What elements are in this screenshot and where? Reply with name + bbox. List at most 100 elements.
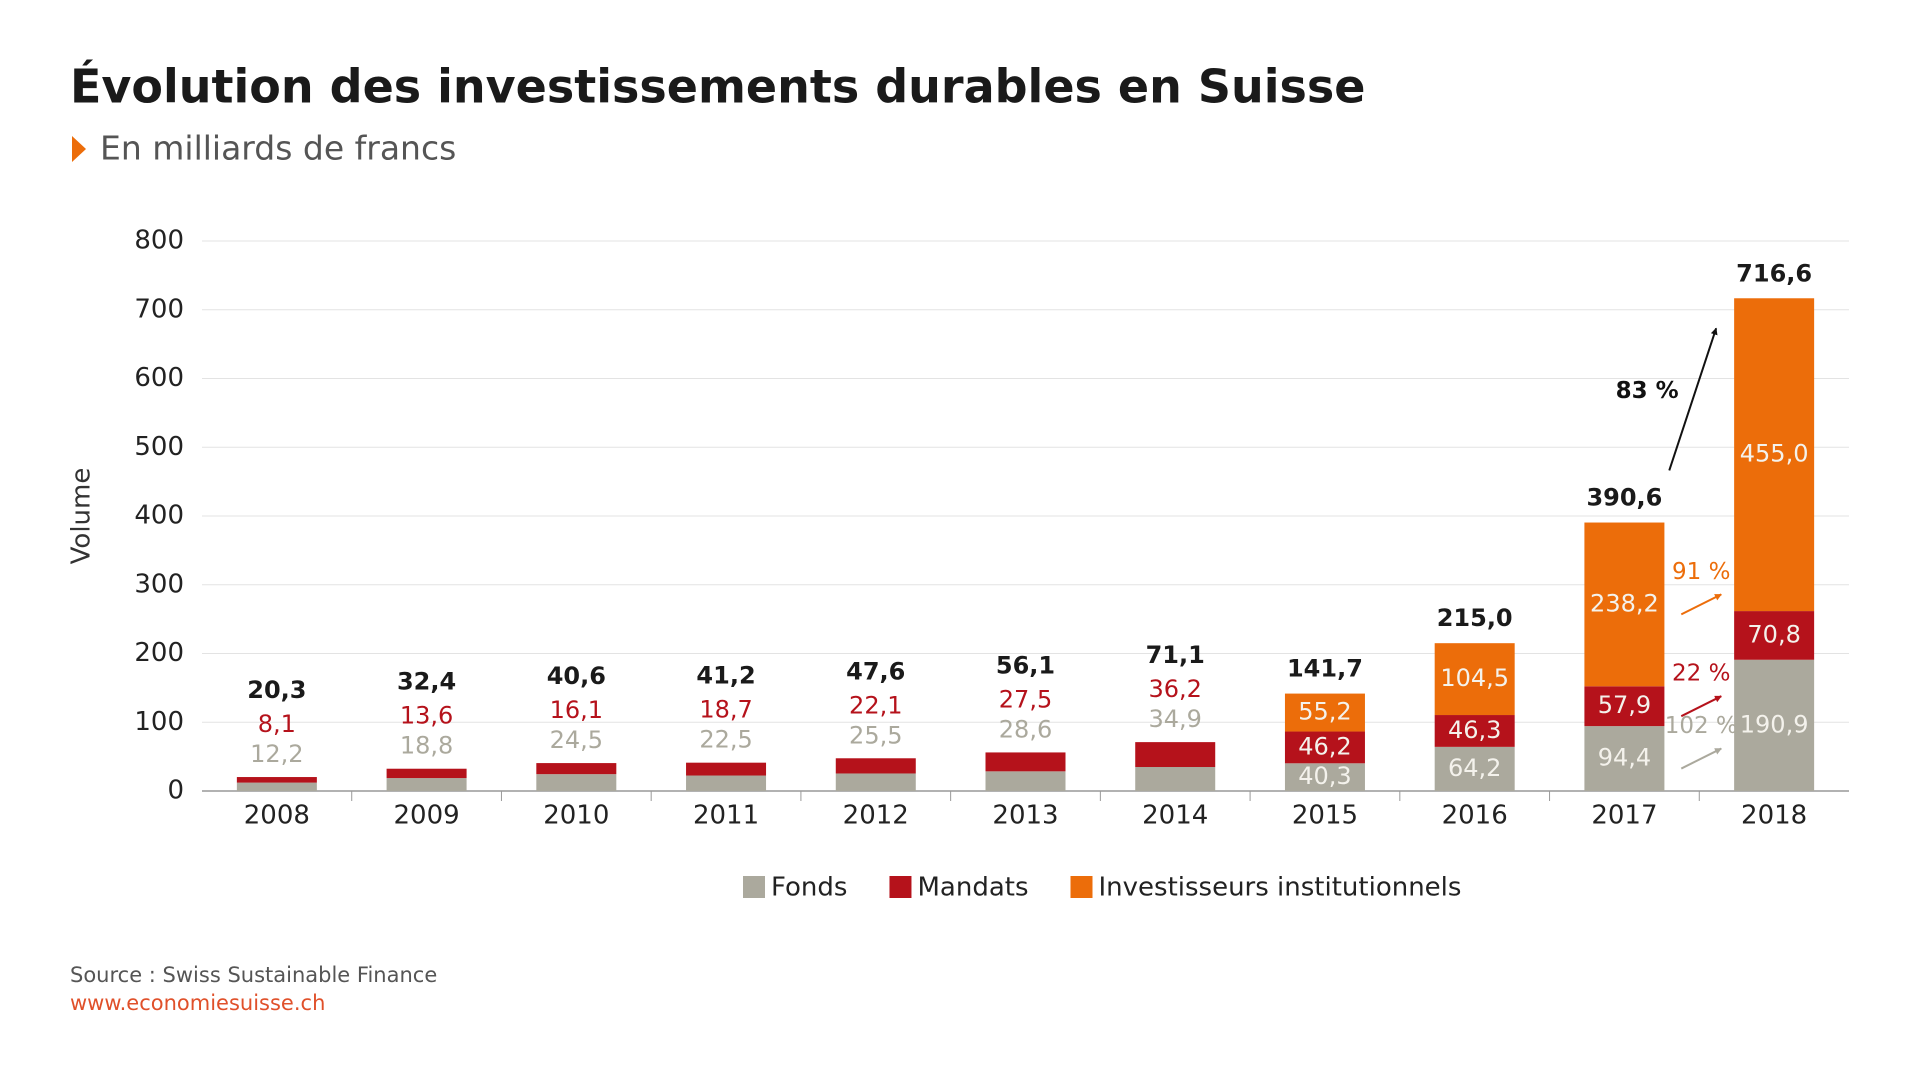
- value-label: 13,6: [400, 702, 453, 730]
- y-tick-label: 300: [134, 569, 184, 599]
- chart-subtitle: En milliards de francs: [100, 129, 456, 168]
- y-tick-label: 100: [134, 707, 184, 737]
- legend-label: Mandats: [917, 873, 1028, 903]
- y-tick-label: 200: [134, 638, 184, 668]
- bar-segment: [985, 771, 1066, 791]
- value-label: 8,1: [258, 710, 296, 738]
- bar-segment: [1434, 746, 1515, 791]
- bar-segment: [1284, 763, 1365, 791]
- value-label: 46,3: [1448, 716, 1501, 744]
- total-label: 32,4: [397, 668, 456, 696]
- value-label: 22,1: [849, 691, 902, 719]
- bar-segment: [835, 773, 916, 791]
- growth-label: 91 %: [1672, 559, 1730, 585]
- growth-arrow: [1668, 327, 1718, 471]
- x-tick-label: 2010: [543, 801, 609, 831]
- bar-segment: [236, 777, 317, 783]
- total-label: 47,6: [846, 657, 905, 685]
- value-label: 25,5: [849, 721, 902, 749]
- x-tick-label: 2011: [693, 801, 759, 831]
- bar-segment: [985, 752, 1066, 772]
- bar-segment: [386, 778, 467, 791]
- value-label: 104,5: [1440, 664, 1509, 692]
- value-label: 64,2: [1448, 754, 1501, 782]
- y-tick-label: 600: [134, 363, 184, 393]
- bar-segment: [386, 768, 467, 779]
- growth-arrow: [1680, 695, 1722, 718]
- source: Source : Swiss Sustainable Finance: [70, 963, 437, 987]
- legend-swatch: [1070, 876, 1093, 898]
- value-label: 70,8: [1747, 620, 1800, 648]
- bar-segment: [1584, 522, 1665, 687]
- y-tick-label: 400: [134, 501, 184, 531]
- value-label: 24,5: [550, 726, 603, 754]
- subtitle-marker: [72, 136, 86, 162]
- value-label: 40,3: [1298, 762, 1351, 790]
- value-label: 22,5: [699, 726, 752, 754]
- value-label: 34,9: [1149, 705, 1202, 733]
- x-tick-label: 2013: [992, 801, 1058, 831]
- total-label: 716,6: [1736, 259, 1812, 287]
- x-tick-label: 2015: [1292, 801, 1358, 831]
- bar-segment: [1135, 767, 1216, 791]
- bar-segment: [1584, 686, 1665, 727]
- total-label: 215,0: [1437, 604, 1513, 632]
- growth-arrow: [1680, 593, 1722, 616]
- total-label: 20,3: [247, 676, 306, 704]
- value-label: 36,2: [1149, 675, 1202, 703]
- bar-segment: [1734, 298, 1815, 612]
- total-label: 71,1: [1146, 641, 1205, 669]
- bar-segment: [1135, 742, 1216, 768]
- bar-segment: [686, 762, 767, 776]
- bar-segment: [1434, 643, 1515, 716]
- value-label: 27,5: [999, 685, 1052, 713]
- legend-swatch: [889, 876, 912, 898]
- y-tick-label: 800: [134, 226, 184, 256]
- total-label: 141,7: [1287, 655, 1363, 683]
- bar-segment: [236, 782, 317, 791]
- value-label: 28,6: [999, 715, 1052, 743]
- growth-label: 83 %: [1616, 378, 1679, 404]
- x-tick-label: 2008: [244, 801, 310, 831]
- value-label: 12,2: [250, 740, 303, 768]
- value-label: 18,7: [699, 696, 752, 724]
- growth-arrow: [1680, 747, 1722, 770]
- value-label: 18,8: [400, 732, 453, 760]
- total-label: 41,2: [696, 662, 755, 690]
- x-tick-label: 2012: [843, 801, 909, 831]
- bar-segment: [1284, 731, 1365, 764]
- value-label: 455,0: [1740, 440, 1809, 468]
- y-tick-label: 700: [134, 294, 184, 324]
- total-label: 40,6: [547, 662, 606, 690]
- y-axis-label: Volume: [67, 468, 97, 565]
- y-tick-label: 0: [167, 776, 184, 806]
- x-tick-label: 2017: [1591, 801, 1657, 831]
- total-label: 390,6: [1586, 483, 1662, 511]
- x-tick-label: 2018: [1741, 801, 1807, 831]
- value-label: 57,9: [1598, 691, 1651, 719]
- value-label: 190,9: [1740, 710, 1809, 738]
- legend-label: Fonds: [771, 873, 847, 903]
- x-tick-label: 2009: [394, 801, 460, 831]
- legend-swatch: [743, 876, 765, 898]
- value-label: 94,4: [1598, 744, 1651, 772]
- x-tick-label: 2016: [1442, 801, 1508, 831]
- bar-segment: [1734, 659, 1815, 791]
- bar-segment: [835, 758, 916, 774]
- bar-segment: [536, 763, 617, 775]
- value-label: 16,1: [550, 696, 603, 724]
- bar-segment: [686, 775, 767, 791]
- growth-label: 22 %: [1672, 661, 1730, 687]
- x-tick-label: 2014: [1142, 801, 1208, 831]
- total-label: 56,1: [996, 651, 1055, 679]
- value-label: 55,2: [1298, 698, 1351, 726]
- legend-label: Investisseurs institutionnels: [1099, 873, 1462, 903]
- url: www.economiesuisse.ch: [70, 991, 325, 1015]
- bar-segment: [1734, 611, 1815, 660]
- value-label: 238,2: [1590, 589, 1659, 617]
- chart-title: Évolution des investissements durables e…: [70, 60, 1365, 114]
- bar-segment: [1284, 693, 1365, 732]
- growth-label: 102 %: [1665, 713, 1738, 739]
